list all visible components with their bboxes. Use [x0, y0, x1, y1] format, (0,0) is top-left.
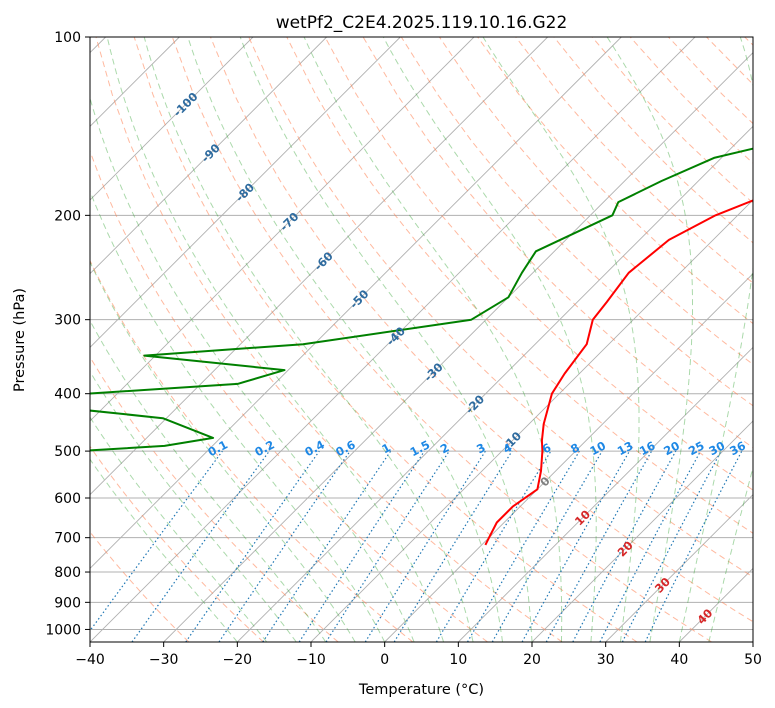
mixing-ratio-label: 16	[637, 438, 658, 458]
mixing-ratio-line	[90, 450, 223, 632]
dry-adiabat-line	[286, 37, 753, 534]
x-tick-label: −20	[223, 652, 253, 668]
dry-adiabat-line	[90, 356, 339, 642]
y-tick-label: 900	[54, 595, 81, 611]
dry-adiabat-line	[90, 259, 414, 642]
mixing-ratio-label: 36	[727, 438, 748, 458]
mixing-ratio-line	[393, 450, 513, 642]
moist-adiabat-line	[90, 458, 238, 642]
y-tick-label: 200	[54, 208, 81, 224]
mixing-ratio-line	[298, 450, 425, 642]
y-tick-label: 600	[54, 491, 81, 507]
y-tick-label: 400	[54, 387, 81, 403]
isotherm-line	[237, 125, 753, 642]
x-tick-label: 40	[670, 652, 688, 668]
moist-adiabat-line	[187, 37, 503, 642]
isotherm-line	[605, 494, 753, 642]
moist-adiabat-line	[239, 37, 533, 642]
mixing-ratio-label: 30	[706, 438, 727, 458]
y-tick-label: 700	[54, 531, 81, 547]
dry-adiabat-line	[95, 37, 563, 642]
pressure-gridlines	[90, 37, 753, 630]
x-tick-label: 10	[449, 652, 467, 668]
dewpoint-profile-line	[90, 147, 753, 452]
y-tick-label: 300	[54, 313, 81, 329]
dry-adiabat-line	[210, 37, 753, 623]
dry-adiabat-line	[90, 445, 264, 642]
y-axis-label: Pressure (hPa)	[12, 288, 28, 392]
mixing-ratio-lines	[90, 450, 743, 642]
dry-adiabat-line	[248, 37, 753, 578]
dry-adiabat-line	[133, 37, 638, 642]
temperature-profile-line	[484, 199, 753, 546]
isotherm-line	[90, 37, 327, 275]
isotherm-line	[163, 52, 753, 642]
moist-adiabat-line	[678, 37, 753, 642]
isotherm-lines	[90, 37, 753, 642]
moist-adiabat-line	[382, 37, 597, 642]
moist-adiabat-line	[90, 416, 268, 642]
x-tick-label: 0	[380, 652, 389, 668]
isotherm-line	[90, 37, 696, 642]
dry-adiabat-line	[171, 37, 712, 642]
dry-adiabat-line	[515, 37, 753, 284]
isotherm-line	[90, 37, 475, 422]
mixing-ratio-line	[185, 450, 320, 642]
mixing-ratio-line	[644, 450, 743, 642]
mixing-ratio-label: 25	[686, 438, 707, 458]
mixing-ratio-label: 10	[587, 438, 608, 458]
dry-adiabat-lines	[90, 37, 753, 642]
x-tick-label: 20	[523, 652, 541, 668]
isotherm-line	[90, 37, 622, 569]
moist-adiabat-line	[606, 37, 693, 642]
y-tick-label: 500	[54, 444, 81, 460]
x-tick-label: 30	[597, 652, 615, 668]
x-axis-label: Temperature (°C)	[358, 682, 484, 698]
x-tick-label: −40	[75, 652, 105, 668]
x-tick-label: 50	[744, 652, 762, 668]
mixing-ratio-label: 20	[661, 438, 682, 458]
y-tick-label: 1000	[45, 622, 81, 638]
x-tick-label: −30	[149, 652, 179, 668]
y-axis-ticks: 100 200 300 400 500 600 700 800 900 1000	[45, 30, 90, 638]
chart-title: wetPf2_C2E4.2025.119.10.16.G22	[276, 13, 568, 33]
moist-adiabat-line	[90, 260, 356, 642]
isotherm-line	[90, 37, 548, 496]
dry-adiabat-line	[477, 37, 753, 325]
moist-adiabat-line	[90, 319, 327, 642]
moist-adiabat-line	[143, 37, 474, 642]
mixing-ratio-line	[131, 450, 270, 642]
y-tick-label: 800	[54, 565, 81, 581]
x-axis-ticks: −40 −30 −20 −10 0 10 20 30 40 50	[75, 642, 762, 668]
mixing-ratio-line	[218, 450, 351, 642]
dry-adiabat-line	[324, 37, 753, 491]
plot-frame	[89, 36, 754, 643]
mixing-ratio-line	[545, 450, 653, 642]
y-tick-label: 100	[54, 30, 81, 46]
moist-adiabat-line	[90, 189, 386, 642]
isotherm-line	[531, 420, 753, 642]
moist-adiabat-line	[106, 37, 445, 642]
moist-adiabat-line	[90, 370, 297, 642]
x-tick-label: −10	[296, 652, 326, 668]
moist-adiabat-line	[303, 37, 563, 642]
moist-adiabat-line	[90, 96, 415, 642]
mixing-ratio-label: 13	[615, 438, 636, 458]
isotherm-line	[384, 273, 753, 642]
profile-series	[90, 147, 753, 546]
mixing-ratio-line	[325, 450, 450, 642]
isotherm-line	[458, 346, 753, 642]
isotherm-line	[90, 37, 254, 201]
mixing-ratio-line	[262, 450, 392, 642]
mixing-ratio-line	[521, 450, 631, 642]
mixing-ratio-line	[572, 450, 677, 642]
isotherm-line	[90, 37, 401, 348]
moist-adiabat-line	[708, 465, 753, 642]
